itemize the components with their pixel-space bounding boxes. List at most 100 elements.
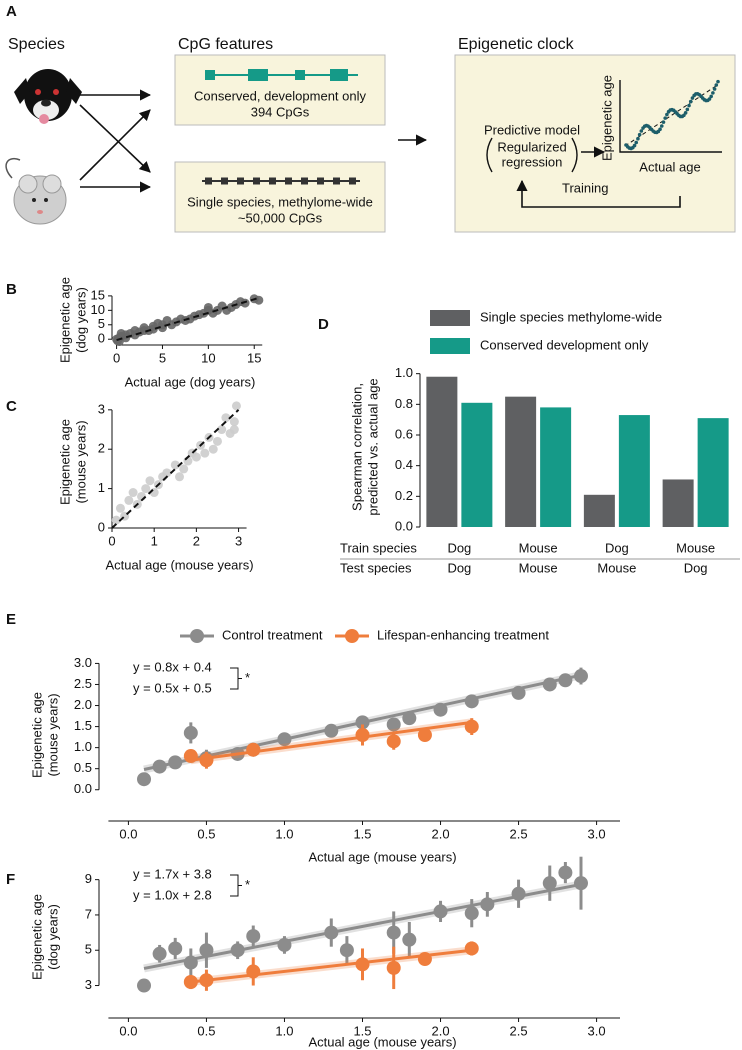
mean-point — [480, 897, 495, 912]
mean-point — [386, 925, 401, 940]
x-tick-label: 1 — [151, 533, 158, 548]
mini-dot — [639, 129, 644, 133]
x-tick-label: 0.5 — [197, 826, 215, 841]
y-axis-label: Epigenetic age — [57, 277, 72, 363]
mean-point — [246, 929, 261, 944]
cpg-site — [333, 177, 340, 185]
mean-point — [183, 725, 198, 740]
legend-marker — [345, 629, 359, 643]
y-tick-label: 0 — [98, 519, 105, 534]
mean-point — [386, 960, 401, 975]
mini-dot — [687, 103, 691, 108]
mean-point — [355, 728, 370, 742]
point — [217, 425, 227, 435]
mean-point — [433, 702, 448, 717]
mean-point — [137, 978, 152, 993]
point — [162, 468, 172, 478]
mean-point — [558, 865, 573, 880]
mini-dot — [659, 124, 664, 128]
clock-box — [454, 54, 736, 233]
mean-point — [183, 749, 198, 764]
point — [179, 464, 189, 474]
clock-title: Epigenetic clock — [458, 36, 575, 53]
mean-point — [417, 952, 432, 967]
legend-label: Single species methylome-wide — [480, 309, 662, 324]
box-text: 394 CpGs — [251, 104, 310, 119]
mean-point — [183, 955, 198, 970]
x-tick-label: 2 — [193, 533, 200, 548]
bracket — [230, 874, 242, 897]
x-tick-label: 2.0 — [431, 826, 449, 841]
point — [145, 476, 155, 486]
x-tick-label: 2.0 — [431, 1023, 449, 1038]
x-tick-label: 15 — [247, 350, 261, 365]
bar — [697, 418, 729, 527]
mean-point — [511, 685, 526, 700]
legend-label: Conserved development only — [480, 337, 649, 352]
fit-equation: y = 1.0x + 2.8 — [133, 887, 212, 902]
x-tick-label: 2.5 — [510, 826, 528, 841]
point — [124, 495, 134, 505]
x-tick-label: 3 — [235, 533, 242, 548]
mean-point — [152, 946, 167, 961]
y-tick-label: 3.0 — [74, 655, 92, 670]
x-tick-label: 5 — [159, 350, 166, 365]
mean-point — [324, 723, 339, 738]
mini-dot — [714, 83, 719, 87]
model-text: Regularized — [497, 139, 566, 154]
cpg-site — [205, 177, 212, 185]
mean-point — [168, 755, 183, 770]
mean-point — [386, 717, 401, 732]
train-category: Dog — [605, 540, 629, 555]
mean-point — [199, 973, 214, 988]
row-label: Test species — [340, 560, 412, 575]
y-tick-label: 0.2 — [395, 488, 413, 503]
point — [200, 448, 210, 458]
bar — [540, 407, 572, 527]
y-tick-label: 2.5 — [74, 676, 92, 691]
mini-dot — [632, 143, 637, 148]
training-arrow — [516, 179, 681, 208]
y-tick-label: 3 — [98, 401, 105, 416]
legend-marker — [190, 629, 204, 643]
x-tick-label: 2.5 — [510, 1023, 528, 1038]
cpg-site — [301, 177, 308, 185]
mini-dot — [663, 116, 667, 120]
y-tick-label: 5 — [98, 316, 105, 331]
mini-ylabel: Epigenetic age — [599, 75, 614, 161]
panel-label: E — [6, 611, 16, 628]
mean-point — [183, 975, 198, 989]
y-tick-label: 0.0 — [395, 518, 413, 533]
y-axis-label: (mouse years) — [45, 693, 60, 776]
gene-conserved — [205, 69, 358, 81]
mean-point — [464, 694, 479, 709]
panel-label: B — [6, 281, 17, 298]
mean-point — [199, 753, 214, 768]
y-axis-label: predicted vs. actual age — [365, 378, 380, 515]
mini-dot — [658, 127, 662, 132]
x-tick-label: 0.0 — [119, 826, 137, 841]
test-category: Dog — [684, 560, 708, 575]
y-tick-label: 0.0 — [74, 781, 92, 796]
point — [221, 413, 231, 423]
bar — [426, 376, 458, 527]
x-axis-label: Actual age (dog years) — [125, 374, 256, 389]
point — [141, 484, 151, 494]
y-axis-label: (dog years) — [73, 287, 88, 353]
x-axis-label: Actual age (mouse years) — [308, 849, 456, 864]
x-tick-label: 0.0 — [119, 1023, 137, 1038]
mini-dot — [685, 107, 690, 112]
mean-point — [402, 711, 417, 726]
cpg-site — [285, 177, 292, 185]
fit-line — [116, 296, 260, 342]
mini-dot — [665, 112, 669, 117]
bar — [662, 479, 694, 527]
panel-label: A — [6, 3, 17, 20]
mini-dot — [634, 140, 639, 145]
cpg-site — [221, 177, 228, 185]
mean-point — [324, 925, 339, 940]
model-text: Predictive model — [484, 122, 580, 137]
y-axis-label: (mouse years) — [73, 420, 88, 503]
mean-point — [542, 876, 557, 891]
train-category: Dog — [447, 540, 471, 555]
